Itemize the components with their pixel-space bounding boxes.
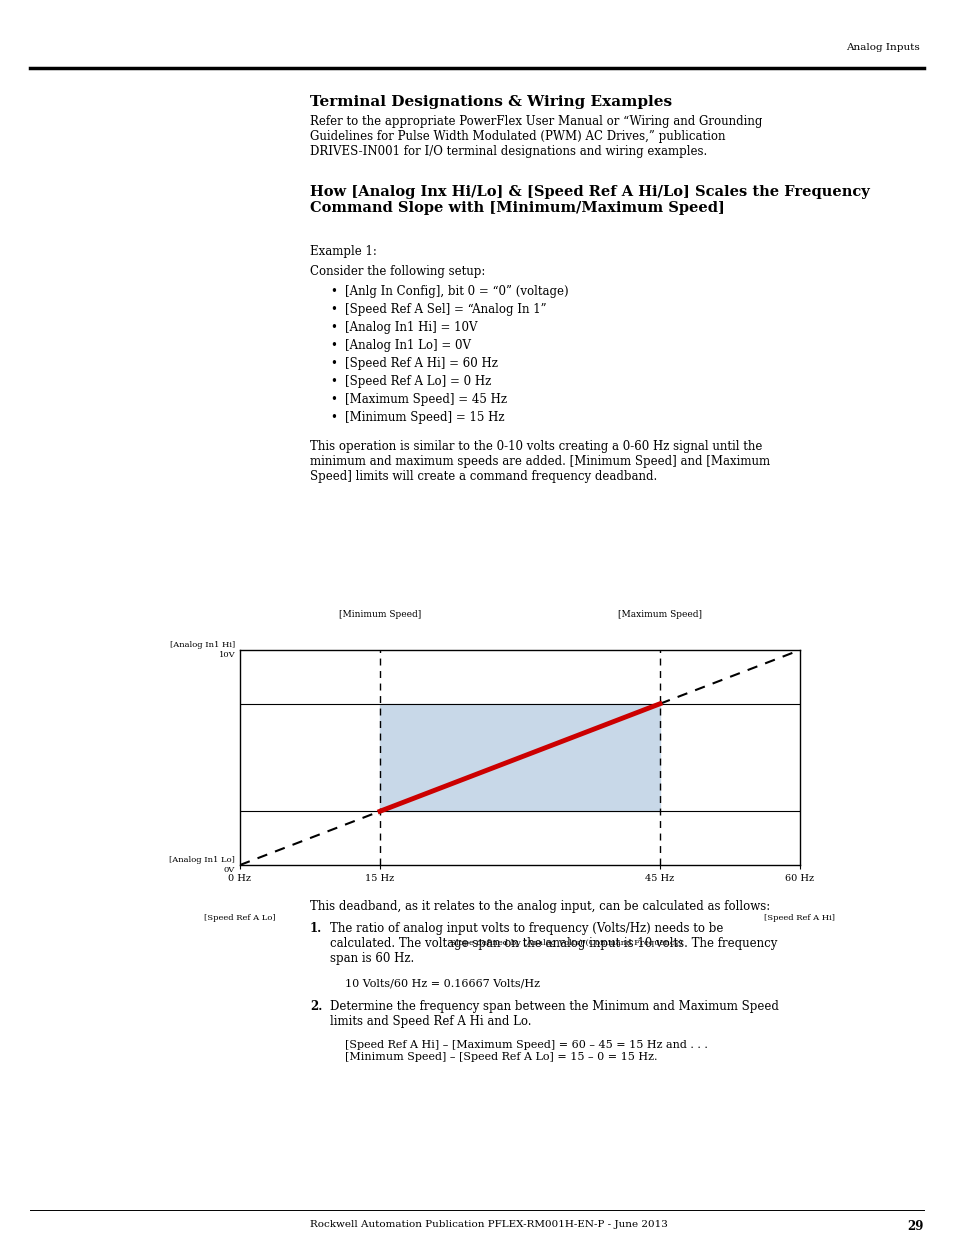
- Text: This operation is similar to the 0-10 volts creating a 0-60 Hz signal until the
: This operation is similar to the 0-10 vo…: [310, 440, 769, 483]
- Text: •: •: [330, 321, 336, 333]
- Text: [Speed Ref A Lo]: [Speed Ref A Lo]: [204, 914, 275, 923]
- Text: [Speed Ref A Hi] – [Maximum Speed] = 60 – 45 = 15 Hz and . . .
[Minimum Speed] –: [Speed Ref A Hi] – [Maximum Speed] = 60 …: [345, 1040, 707, 1062]
- Text: Frequency Deadband
7.5-10 Volts: Frequency Deadband 7.5-10 Volts: [684, 734, 775, 751]
- Text: •: •: [330, 338, 336, 352]
- Text: [Analog In1 Lo]
0V: [Analog In1 Lo] 0V: [170, 856, 235, 873]
- Text: Frequency Deadband
0-2.5 Volts: Frequency Deadband 0-2.5 Volts: [264, 734, 355, 751]
- Text: Motor Operating Range: Motor Operating Range: [460, 727, 578, 736]
- Text: 1.: 1.: [310, 923, 322, 935]
- Text: [Speed Ref A Lo] = 0 Hz: [Speed Ref A Lo] = 0 Hz: [345, 375, 491, 388]
- Text: [Speed Ref A Hi] = 60 Hz: [Speed Ref A Hi] = 60 Hz: [345, 357, 497, 370]
- Text: Rockwell Automation Publication PFLEX-RM001H-EN-P - June 2013: Rockwell Automation Publication PFLEX-RM…: [310, 1220, 667, 1229]
- Text: •: •: [330, 393, 336, 406]
- Text: •: •: [330, 285, 336, 298]
- Text: This deadband, as it relates to the analog input, can be calculated as follows:: This deadband, as it relates to the anal…: [310, 900, 769, 913]
- Text: Command Frequency: Command Frequency: [505, 764, 665, 794]
- Text: Refer to the appropriate PowerFlex User Manual or “Wiring and Grounding
Guidelin: Refer to the appropriate PowerFlex User …: [310, 115, 761, 158]
- Text: Consider the following setup:: Consider the following setup:: [310, 266, 485, 278]
- Text: Analog Inputs: Analog Inputs: [845, 43, 919, 52]
- Text: 29: 29: [906, 1220, 923, 1233]
- Text: •: •: [330, 411, 336, 424]
- Text: •: •: [330, 375, 336, 388]
- Text: [Analog In1 Lo] = 0V: [Analog In1 Lo] = 0V: [345, 338, 471, 352]
- Text: [Minimum Speed] = 15 Hz: [Minimum Speed] = 15 Hz: [345, 411, 504, 424]
- Text: 10 Volts/60 Hz = 0.16667 Volts/Hz: 10 Volts/60 Hz = 0.16667 Volts/Hz: [345, 978, 539, 988]
- Text: [Maximum Speed] = 45 Hz: [Maximum Speed] = 45 Hz: [345, 393, 506, 406]
- Text: •: •: [330, 357, 336, 370]
- Text: How [Analog Inx Hi/Lo] & [Speed Ref A Hi/Lo] Scales the Frequency
Command Slope : How [Analog Inx Hi/Lo] & [Speed Ref A Hi…: [310, 185, 869, 215]
- Text: [Speed Ref A Sel] = “Analog In 1”: [Speed Ref A Sel] = “Analog In 1”: [345, 303, 546, 316]
- Text: [Minimum Speed]: [Minimum Speed]: [338, 610, 420, 619]
- Text: Determine the frequency span between the Minimum and Maximum Speed
limits and Sp: Determine the frequency span between the…: [330, 1000, 778, 1028]
- Text: 2.: 2.: [310, 1000, 322, 1013]
- Text: Terminal Designations & Wiring Examples: Terminal Designations & Wiring Examples: [310, 95, 672, 109]
- Text: Example 1:: Example 1:: [310, 245, 376, 258]
- Text: [Anlg In Config], bit 0 = “0” (voltage): [Anlg In Config], bit 0 = “0” (voltage): [345, 285, 568, 298]
- Text: [Speed Ref A Hi]: [Speed Ref A Hi]: [763, 914, 835, 923]
- Text: [Maximum Speed]: [Maximum Speed]: [618, 610, 701, 619]
- Text: [Analog In1 Hi] = 10V: [Analog In1 Hi] = 10V: [345, 321, 477, 333]
- Text: Slope defined by (Analog Volts)/(Command Frequency): Slope defined by (Analog Volts)/(Command…: [450, 939, 681, 947]
- Text: The ratio of analog input volts to frequency (Volts/Hz) needs to be
calculated. : The ratio of analog input volts to frequ…: [330, 923, 777, 965]
- Text: •: •: [330, 303, 336, 316]
- Text: [Analog In1 Hi]
10V: [Analog In1 Hi] 10V: [170, 641, 235, 658]
